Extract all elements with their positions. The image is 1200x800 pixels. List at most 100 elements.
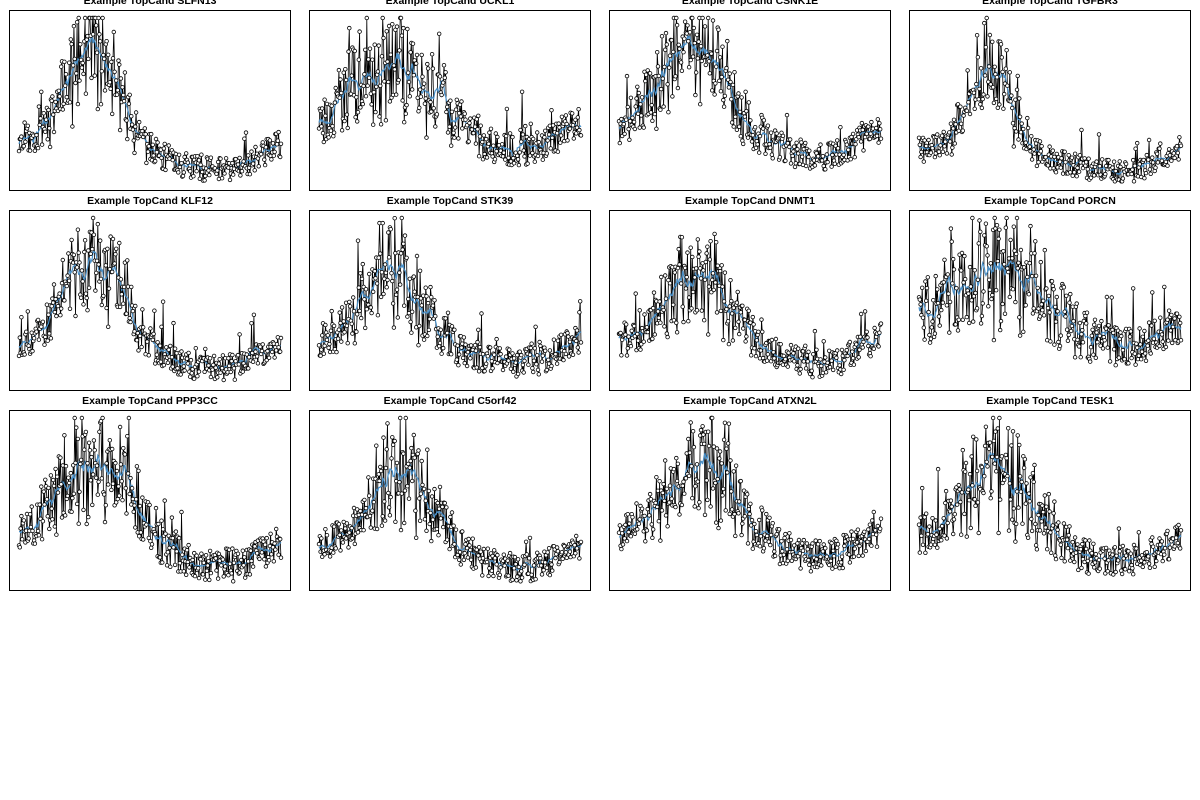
data-point: [953, 322, 958, 327]
data-point: [55, 490, 61, 495]
data-point: [679, 502, 685, 508]
data-point: [112, 261, 117, 266]
data-point: [354, 94, 359, 100]
data-point: [169, 354, 175, 360]
data-point: [1038, 148, 1043, 154]
data-point: [862, 309, 868, 314]
data-point: [133, 303, 138, 309]
data-point: [1129, 355, 1134, 361]
data-point: [1007, 70, 1012, 75]
data-point: [412, 455, 417, 460]
data-point: [421, 85, 426, 90]
data-point: [725, 470, 730, 475]
data-point: [975, 55, 981, 60]
data-point: [59, 64, 64, 69]
data-point: [746, 308, 751, 313]
data-point: [49, 303, 54, 309]
data-point: [185, 361, 190, 366]
data-point: [690, 429, 696, 434]
data-point: [756, 517, 762, 523]
data-point: [674, 320, 679, 325]
data-point: [215, 576, 221, 581]
data-point: [694, 462, 700, 467]
data-point: [179, 349, 184, 354]
data-point: [333, 546, 338, 551]
data-point: [728, 277, 733, 283]
data-point: [391, 63, 397, 68]
data-point: [1087, 359, 1093, 364]
data-point: [963, 469, 968, 474]
data-point: [426, 488, 432, 494]
data-point: [125, 434, 130, 439]
data-point: [1083, 546, 1089, 552]
data-point: [433, 124, 438, 129]
data-point: [956, 317, 961, 322]
data-point: [260, 140, 265, 145]
data-point: [732, 70, 737, 75]
data-point: [701, 268, 706, 273]
data-point: [513, 360, 518, 365]
data-point: [730, 82, 736, 88]
data-point: [331, 133, 336, 139]
data-point: [439, 92, 444, 98]
data-point: [871, 509, 876, 515]
data-point: [495, 134, 500, 140]
data-point: [748, 501, 753, 506]
data-point: [974, 81, 979, 87]
data-point: [74, 71, 79, 76]
data-point: [1052, 553, 1058, 558]
data-point: [820, 549, 826, 554]
data-point: [166, 347, 171, 352]
data-point: [551, 337, 557, 342]
data-point: [476, 544, 482, 550]
data-point: [846, 147, 851, 152]
data-point: [768, 130, 774, 135]
data-point: [570, 352, 576, 357]
data-point: [270, 141, 276, 146]
data-point: [195, 153, 200, 159]
data-point: [921, 159, 926, 164]
data-point: [494, 148, 499, 154]
data-point: [760, 329, 765, 334]
data-point: [400, 247, 405, 252]
data-point: [223, 156, 229, 161]
data-point: [1017, 333, 1023, 338]
data-point: [1130, 157, 1136, 163]
data-point: [577, 310, 582, 315]
data-point: [39, 484, 44, 489]
data-point: [842, 539, 848, 544]
data-point: [825, 360, 830, 365]
data-point: [339, 305, 345, 310]
data-point: [19, 513, 24, 519]
data-point: [986, 79, 991, 84]
data-point: [443, 70, 448, 75]
data-point: [109, 269, 115, 275]
data-point: [1029, 516, 1034, 522]
data-point: [1013, 129, 1019, 134]
data-point: [67, 100, 73, 105]
data-point: [959, 268, 964, 273]
data-point: [1001, 249, 1006, 254]
data-point: [395, 315, 400, 320]
data-point: [522, 154, 527, 159]
data-point: [40, 518, 46, 524]
data-point: [363, 93, 369, 99]
data-point: [69, 509, 74, 514]
data-point: [810, 374, 815, 380]
data-point: [464, 363, 470, 369]
data-point: [1157, 536, 1162, 541]
data-point: [93, 270, 99, 276]
data-point: [121, 92, 126, 98]
data-point: [316, 343, 322, 348]
data-point: [34, 329, 39, 334]
data-point: [932, 154, 938, 160]
data-point: [468, 557, 474, 562]
data-point: [525, 161, 530, 166]
data-point: [546, 132, 552, 137]
data-point: [350, 536, 355, 541]
data-point: [459, 99, 464, 104]
data-point: [113, 460, 118, 466]
data-point: [736, 319, 741, 324]
data-point: [858, 139, 864, 144]
data-point: [428, 284, 433, 290]
